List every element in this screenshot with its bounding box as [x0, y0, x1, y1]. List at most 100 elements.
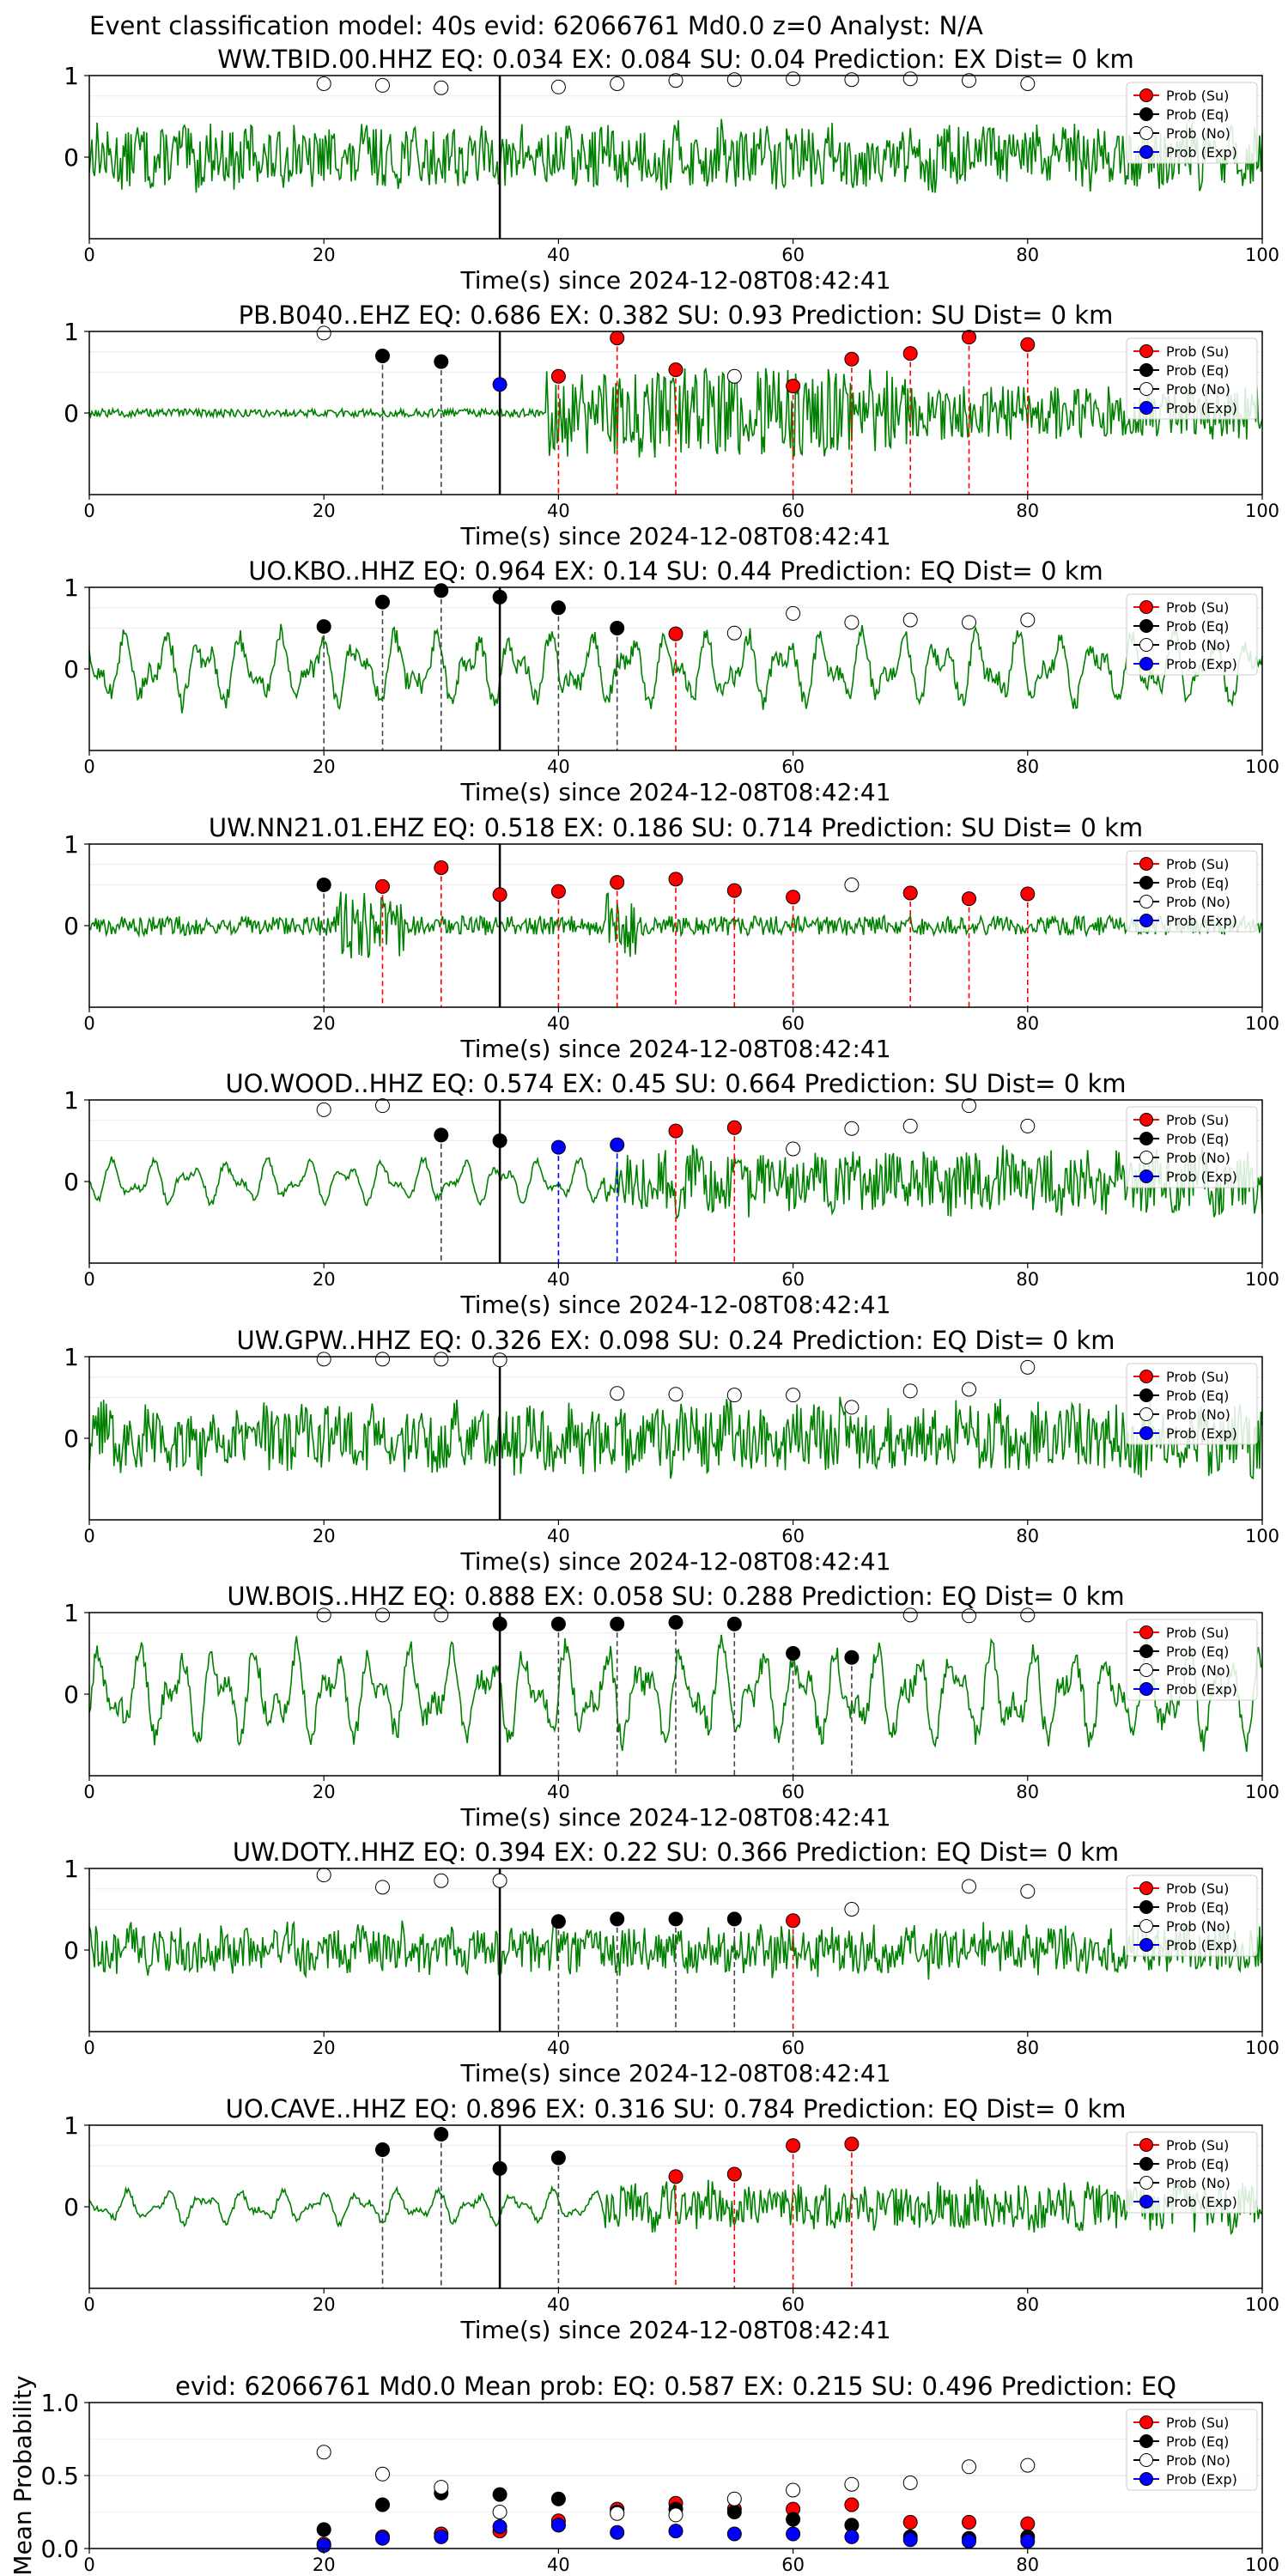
legend-label: Prob (Su)	[1166, 599, 1229, 616]
legend-label: Prob (Su)	[1166, 856, 1229, 872]
x-tick-label: 0	[83, 1269, 94, 1290]
mean-point-exp	[375, 2530, 390, 2546]
legend-label: Prob (Exp)	[1166, 400, 1237, 416]
x-tick-label: 100	[1245, 1269, 1279, 1290]
legend-marker-su	[1139, 1625, 1153, 1639]
waveform-trace	[88, 1396, 1263, 1479]
probability-point-no	[1020, 1607, 1036, 1623]
probability-point-su	[434, 860, 449, 876]
x-tick-label: 0	[83, 245, 94, 265]
probability-point-no	[844, 1400, 860, 1415]
y-tick-label: 1	[64, 1855, 79, 1883]
probability-point-su	[786, 2138, 801, 2154]
probability-point-eq	[550, 600, 566, 616]
mean-point-eq	[316, 2522, 331, 2537]
mean-point-eq	[786, 2512, 801, 2527]
x-tick-label: 80	[1016, 756, 1039, 777]
legend-marker-exp	[1139, 1682, 1153, 1696]
mean-point-no	[962, 2459, 976, 2475]
waveform-trace	[88, 1919, 1263, 1980]
probability-point-no	[902, 1118, 918, 1133]
legend-box	[1126, 337, 1258, 420]
probability-point-no	[316, 76, 331, 91]
legend-label: Prob (No)	[1166, 2175, 1230, 2191]
probability-point-no	[375, 1098, 390, 1114]
x-tick-label: 0	[83, 2555, 94, 2575]
probability-point-eq	[375, 2142, 390, 2157]
legend-label: Prob (Su)	[1166, 1625, 1229, 1641]
mean-point-exp	[492, 2519, 507, 2534]
y-tick-label: 1	[64, 1086, 79, 1115]
y-tick-label: 0	[64, 399, 79, 428]
x-tick-label: 80	[1016, 1526, 1039, 1546]
probability-point-no	[375, 1880, 390, 1895]
y-tick-label: 0	[64, 1168, 79, 1196]
panel-title: evid: 62066761 Md0.0 Mean prob: EQ: 0.58…	[175, 2372, 1176, 2401]
mean-point-exp	[962, 2534, 976, 2549]
x-tick-label: 80	[1016, 1269, 1039, 1290]
mean-point-no	[1020, 2458, 1036, 2473]
probability-point-su	[786, 1913, 801, 1929]
probability-point-su	[1020, 886, 1036, 902]
x-tick-label: 80	[1016, 2555, 1039, 2575]
x-tick-label: 20	[313, 245, 336, 265]
legend-marker-su	[1139, 88, 1153, 102]
probability-point-eq	[492, 2160, 507, 2176]
y-tick-label: 0	[64, 1936, 79, 1965]
probability-point-no	[962, 1382, 976, 1397]
x-tick-label: 100	[1245, 756, 1279, 777]
x-tick-label: 80	[1016, 1013, 1039, 1034]
x-tick-label: 100	[1245, 1782, 1279, 1802]
legend-label: Prob (Eq)	[1166, 1899, 1229, 1916]
mean-point-eq	[550, 2491, 566, 2506]
y-tick-label: 1	[64, 62, 79, 90]
y-tick-label: 1.0	[40, 2389, 79, 2417]
probability-point-no	[962, 73, 976, 88]
legend-marker-eq	[1139, 619, 1153, 633]
x-tick-label: 60	[781, 2294, 805, 2315]
legend-label: Prob (No)	[1166, 125, 1230, 142]
waveform-trace	[88, 118, 1263, 193]
legend-marker-eq	[1139, 2434, 1153, 2448]
mean-point-exp	[786, 2526, 801, 2542]
probability-point-no	[1020, 612, 1036, 628]
legend-label: Prob (Su)	[1166, 343, 1229, 360]
x-tick-label: 40	[547, 756, 570, 777]
mean-point-su	[902, 2514, 918, 2530]
probability-point-no	[786, 605, 801, 621]
mean-point-exp	[668, 2524, 683, 2539]
probability-point-no	[726, 368, 742, 384]
y-tick-label: 0.5	[40, 2462, 79, 2490]
legend-marker-no	[1139, 126, 1153, 140]
probability-point-no	[844, 72, 860, 88]
x-tick-label: 40	[547, 1782, 570, 1802]
legend-label: Prob (Su)	[1166, 1369, 1229, 1385]
x-tick-label: 0	[83, 756, 94, 777]
probability-point-su	[726, 1120, 742, 1135]
x-tick-label: 80	[1016, 1782, 1039, 1802]
legend-label: Prob (Su)	[1166, 1880, 1229, 1897]
legend-label: Prob (Exp)	[1166, 656, 1237, 672]
probability-point-su	[962, 330, 976, 345]
x-tick-label: 20	[313, 756, 336, 777]
probability-point-eq	[434, 2126, 449, 2142]
y-tick-label: 1	[64, 574, 79, 602]
mean-point-exp	[844, 2529, 860, 2544]
legend-label: Prob (Su)	[1166, 2137, 1229, 2154]
x-tick-label: 20	[313, 1269, 336, 1290]
mean-point-eq	[726, 2505, 742, 2519]
probability-point-su	[375, 878, 390, 894]
y-tick-label: 0	[64, 143, 79, 172]
y-tick-label: 0	[64, 655, 79, 683]
mean-point-exp	[1020, 2534, 1036, 2549]
x-axis-label: Time(s) since 2024-12-08T08:42:41	[459, 2316, 890, 2344]
panel-title: UW.BOIS..HHZ EQ: 0.888 EX: 0.058 SU: 0.2…	[227, 1582, 1124, 1611]
legend-marker-no	[1139, 2176, 1153, 2190]
probability-point-no	[492, 1873, 507, 1888]
x-tick-label: 0	[83, 501, 94, 521]
mean-point-eq	[492, 2487, 507, 2502]
probability-point-eq	[726, 1911, 742, 1927]
probability-point-eq	[492, 1616, 507, 1631]
legend-marker-exp	[1139, 657, 1153, 671]
